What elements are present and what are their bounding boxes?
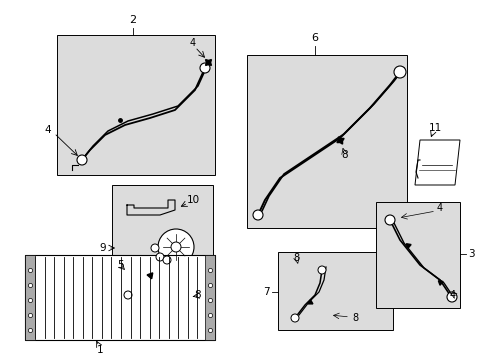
Circle shape [156,253,163,261]
Bar [57,35,215,175]
Circle shape [252,210,263,220]
Polygon shape [414,140,459,185]
Circle shape [124,291,132,299]
Bar [25,255,215,340]
Circle shape [163,256,171,264]
Bar [278,252,392,330]
Text: 3: 3 [467,249,474,259]
Text: 7: 7 [263,287,269,297]
Text: 4: 4 [189,38,196,48]
Circle shape [158,229,194,265]
Bar [246,55,406,228]
Bar [25,255,35,340]
Bar [375,202,459,308]
Circle shape [171,242,181,252]
Text: 8: 8 [341,150,347,160]
Text: 4: 4 [44,125,51,135]
Circle shape [77,155,87,165]
Circle shape [290,314,298,322]
Circle shape [446,292,456,302]
Circle shape [151,244,159,252]
Text: 8: 8 [351,313,357,323]
Text: 8: 8 [194,290,201,300]
Circle shape [317,266,325,274]
Circle shape [393,66,405,78]
Text: 11: 11 [427,123,441,133]
Circle shape [200,63,209,73]
Text: 4: 4 [449,290,455,300]
Text: 6: 6 [311,33,318,43]
Text: 5: 5 [117,260,123,270]
Text: 1: 1 [97,345,103,355]
Bar [112,185,213,308]
Text: 2: 2 [129,15,136,25]
Circle shape [384,215,394,225]
Text: 9: 9 [100,243,106,253]
Text: 10: 10 [186,195,199,205]
Text: 8: 8 [292,253,299,263]
Bar [204,255,215,340]
Text: 4: 4 [436,203,442,213]
